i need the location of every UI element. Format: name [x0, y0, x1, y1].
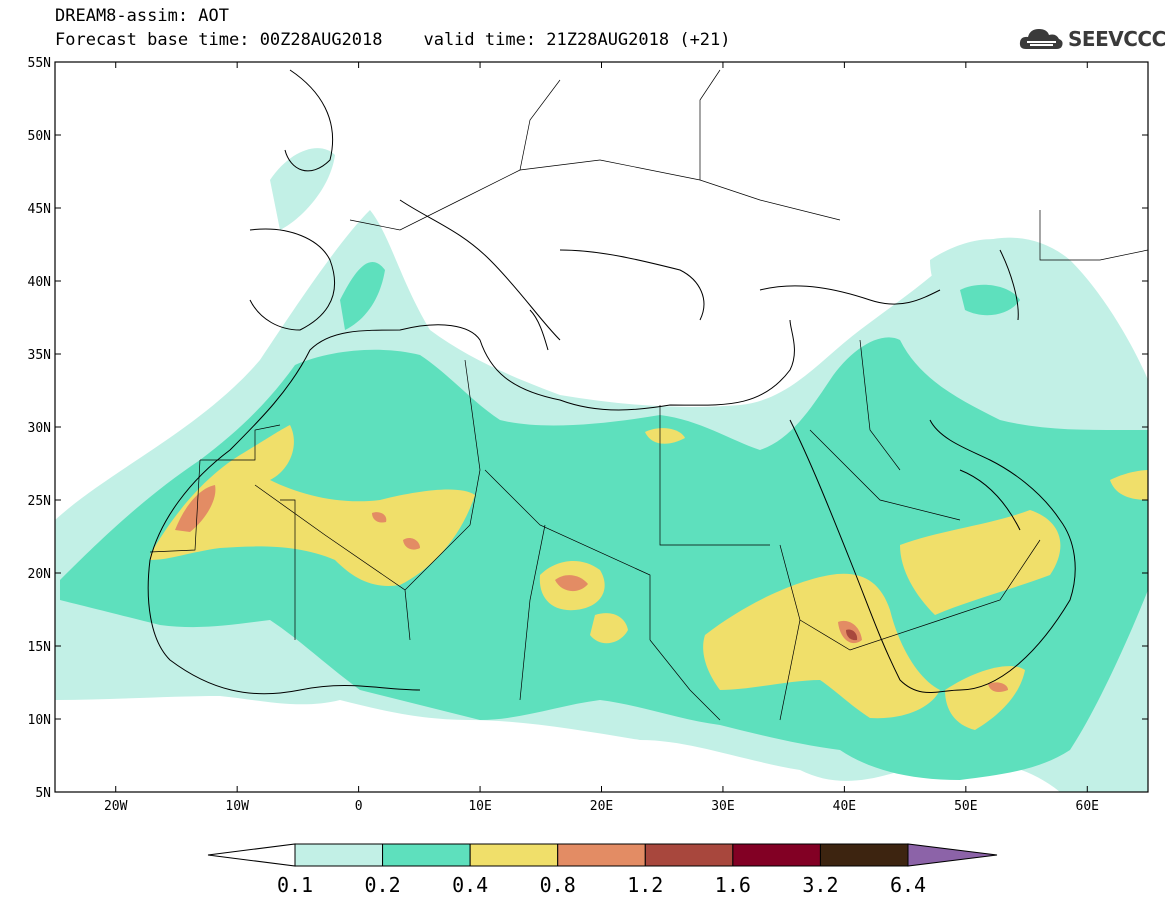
colorbar-label: 0.8 — [540, 873, 576, 897]
lat-tick-label: 40N — [28, 275, 51, 290]
lat-tick-label: 10N — [28, 713, 51, 728]
colorbar: 0.1 0.2 0.4 0.8 1.2 1.6 3.2 6.4 — [207, 843, 998, 897]
aot-level-0.8 — [175, 485, 1008, 692]
country-borders — [149, 69, 1148, 721]
lat-tick-label: 20N — [28, 567, 51, 582]
lat-tick-label: 15N — [28, 640, 51, 655]
colorbar-label: 6.4 — [890, 873, 926, 897]
lon-tick-label: 50E — [954, 799, 977, 814]
aot-level-1.2 — [846, 629, 858, 641]
colorbar-label: 1.6 — [715, 873, 751, 897]
logo-text: SEEVCCC — [1068, 27, 1165, 51]
colorbar-segment — [557, 843, 646, 867]
colorbar-label: 3.2 — [802, 873, 838, 897]
colorbar-segment — [819, 843, 909, 867]
axis-ticks: 20W 10W 0 10E 20E 30E 40E 50E 60E 5N 10N 15N 20N 25N 3… — [28, 56, 1148, 814]
aot-level-0.4 — [150, 425, 1148, 730]
colorbar-segment — [732, 843, 821, 867]
lon-tick-label: 60E — [1076, 799, 1099, 814]
lat-tick-label: 5N — [35, 786, 51, 801]
seevccc-logo: SEEVCCC — [1018, 24, 1165, 54]
cloud-icon — [1019, 29, 1063, 49]
map-title: DREAM8-assim: AOT — [55, 6, 229, 26]
aot-field — [55, 148, 1148, 792]
colorbar-segment — [294, 843, 384, 867]
lon-tick-label: 20E — [590, 799, 613, 814]
lon-tick-label: 0 — [355, 799, 363, 814]
colorbar-label: 0.4 — [452, 873, 488, 897]
colorbar-label: 0.1 — [277, 873, 313, 897]
lon-tick-label: 40E — [833, 799, 856, 814]
lat-tick-label: 35N — [28, 348, 51, 363]
colorbar-label: 0.2 — [365, 873, 401, 897]
lon-tick-label: 10W — [225, 799, 249, 814]
colorbar-arrow-high — [907, 843, 998, 867]
coastlines — [147, 69, 1076, 695]
valid-time: valid time: 21Z28AUG2018 (+21) — [423, 30, 731, 50]
forecast-time-line: Forecast base time: 00Z28AUG2018 valid t… — [55, 30, 731, 50]
colorbar-label: 1.2 — [627, 873, 663, 897]
colorbar-segment — [644, 843, 734, 867]
lat-tick-label: 50N — [28, 129, 51, 144]
lat-tick-label: 45N — [28, 202, 51, 217]
lat-tick-label: 25N — [28, 494, 51, 509]
lon-tick-label: 10E — [468, 799, 491, 814]
lat-tick-label: 30N — [28, 421, 51, 436]
lon-tick-label: 20W — [104, 799, 128, 814]
colorbar-segment — [469, 843, 559, 867]
forecast-base-time: Forecast base time: 00Z28AUG2018 — [55, 30, 383, 50]
lat-tick-label: 55N — [28, 56, 51, 71]
colorbar-segment — [382, 843, 471, 867]
lon-tick-label: 30E — [711, 799, 734, 814]
colorbar-arrow-low — [207, 843, 296, 867]
